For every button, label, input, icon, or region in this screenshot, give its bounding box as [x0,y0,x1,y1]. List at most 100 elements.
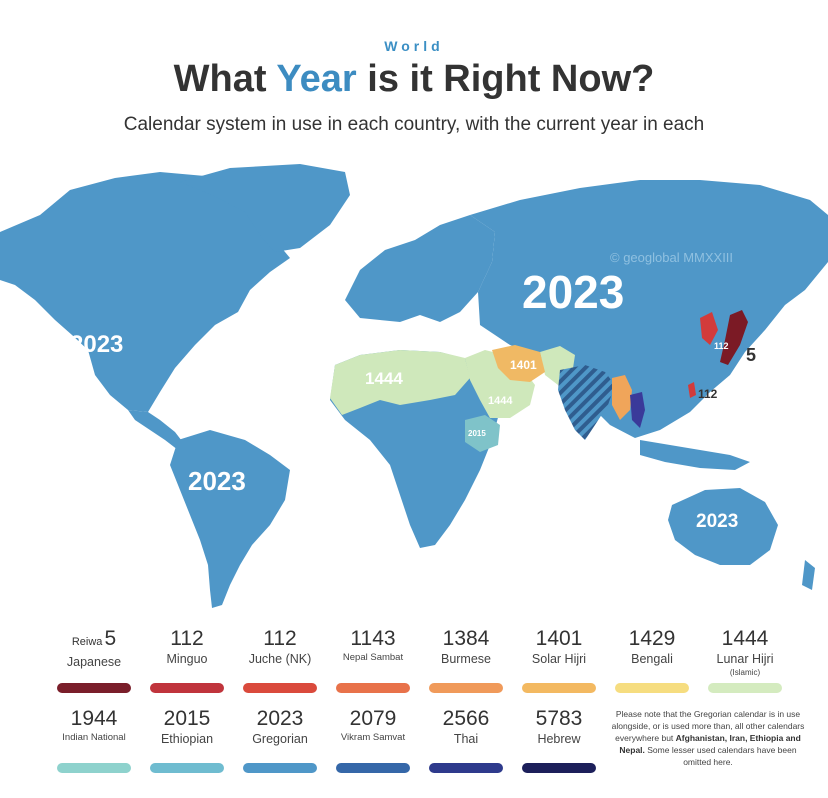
legend-calendar-note: (Islamic) [729,668,761,677]
legend-calendar-name: Japanese [49,656,139,669]
legend-year-prefix: Reiwa [71,636,103,648]
legend-item: 1444 Lunar Hijri (Islamic) [700,628,790,679]
legend-color-swatch [57,683,131,693]
legend-year-value: 5 [104,627,117,650]
legend-color-swatch [522,683,596,693]
legend-calendar-name: Minguo [142,653,232,666]
legend-year: 112 [142,628,232,650]
legend-item: 1143 Nepal Sambat [328,628,418,663]
legend-calendar-name: Gregorian [235,733,325,746]
label-asia: 2023 [522,266,624,318]
legend-year-value: 1384 [442,627,490,650]
legend-calendar-name-text: Solar Hijri [531,652,587,666]
legend-item: 1944 Indian National [49,708,139,743]
legend-year: 2566 [421,708,511,730]
legend-color-swatch [150,683,224,693]
legend-year: Reiwa5 [49,628,139,653]
legend-year-value: 1143 [350,627,396,650]
legend-color-swatch [615,683,689,693]
legend-color-swatch [429,763,503,773]
legend-color-swatch [150,763,224,773]
legend-year-value: 2023 [256,707,304,730]
myanmar-region [612,375,632,420]
legend-year-value: 1444 [721,627,769,650]
ethiopia-region [465,415,500,452]
legend-calendar-name: Indian National [49,733,139,743]
new-zealand-landmass [802,560,815,590]
page-title: What Year is it Right Now? [0,58,828,101]
legend-year: 5783 [514,708,604,730]
legend-calendar-name: Ethiopian [142,733,232,746]
legend-year: 2079 [328,708,418,730]
legend-year: 1429 [607,628,697,650]
legend-color-swatch [243,763,317,773]
europe-landmass [345,215,495,322]
taiwan-region [688,382,696,398]
legend-item: 1429 Bengali [607,628,697,666]
label-north-america: 2023 [70,331,123,358]
legend-item: 112 Juche (NK) [235,628,325,666]
legend-year-value: 2079 [349,707,397,730]
legend-year-value: 112 [263,627,297,650]
legend-item: 2023 Gregorian [235,708,325,746]
north-africa-islamic-region [330,350,470,415]
legend-item: 2566 Thai [421,708,511,746]
southeast-asia-islands [640,440,750,470]
legend-calendar-name: Vikram Samvat [328,733,418,743]
world-map: 2023 2023 2023 2023 1444 1444 1401 2015 … [0,164,828,608]
greenland-landmass [180,164,350,252]
legend-item: Reiwa5 Japanese [49,628,139,669]
australia-landmass [668,488,778,565]
title-part-2: is it Right Now? [356,58,655,100]
legend-year-value: 1429 [628,627,676,650]
legend-calendar-name-text: Burmese [440,652,492,666]
legend-calendar-name: Juche (NK) [235,653,325,666]
legend-year: 1401 [514,628,604,650]
legend-calendar-name-text: Bengali [631,652,673,666]
label-arabia: 1444 [488,395,513,407]
legend-calendar-name-text: Juche (NK) [248,652,312,666]
north-america-landmass [0,172,290,412]
legend-year-value: 2015 [163,707,211,730]
legend-color-swatch [57,763,131,773]
legend-color-swatch [243,683,317,693]
legend-year: 1143 [328,628,418,650]
legend-calendar-name-text: Japanese [66,655,122,669]
legend-calendar-name: Hebrew [514,733,604,746]
legend-item: 1384 Burmese [421,628,511,666]
page-subtitle: Calendar system in use in each country, … [123,114,705,135]
label-japan: 5 [746,345,756,365]
legend-calendar-name: Thai [421,733,511,746]
legend-calendar-name-text: Ethiopian [160,732,214,746]
legend-calendar-name-text: Gregorian [252,732,308,746]
india-region [558,365,615,440]
legend-year-value: 1944 [70,707,118,730]
legend-calendar-name: Lunar Hijri (Islamic) [700,653,790,679]
legend-item: 5783 Hebrew [514,708,604,746]
note-text-2: Some lesser used calendars have been omi… [644,745,797,767]
asia-landmass [470,180,828,438]
title-highlight: Year [276,58,357,100]
legend-calendar-name-text: Vikram Samvat [340,732,406,743]
legend-calendar-name-text: Nepal Sambat [342,652,404,663]
legend-year-value: 2566 [442,707,490,730]
central-america-landmass [128,410,185,450]
legend-year: 1444 [700,628,790,650]
legend-year: 2015 [142,708,232,730]
legend-year-value: 5783 [535,707,583,730]
legend-calendar-name-text: Thai [453,732,479,746]
legend-item: 112 Minguo [142,628,232,666]
watermark: © geoglobal MMXXIII [610,250,733,265]
legend-year-value: 1401 [535,627,583,650]
legend-color-swatch [429,683,503,693]
korea-region [700,312,718,345]
label-korea: 112 [714,341,729,351]
legend-calendar-name: Bengali [607,653,697,666]
label-ethiopia: 2015 [468,429,486,438]
legend-note: Please note that the Gregorian calendar … [608,708,808,768]
legend-year-value: 112 [170,627,204,650]
legend-item: 2015 Ethiopian [142,708,232,746]
legend-year: 2023 [235,708,325,730]
legend-color-swatch [708,683,782,693]
legend-calendar-name-text: Indian National [62,732,126,743]
